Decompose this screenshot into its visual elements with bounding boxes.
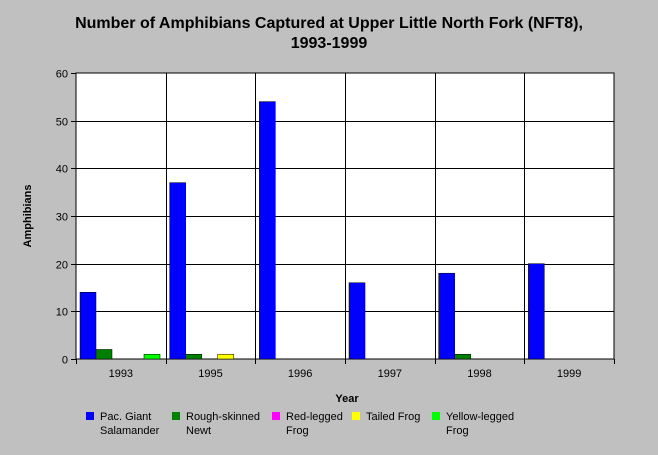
bar-pac-giant-salamander-1998 [438, 272, 455, 360]
x-tick-label: 1993 [109, 368, 133, 380]
legend-swatch [432, 412, 440, 420]
x-tick-label: 1997 [378, 368, 402, 380]
y-axis-label: Amphibians [22, 185, 34, 248]
y-tick-label: 60 [56, 69, 68, 81]
bar-pac-giant-salamander-1997 [348, 282, 366, 360]
bar-pac-giant-salamander-1996 [259, 101, 276, 360]
bar-pac-giant-salamander-1999 [528, 263, 545, 360]
legend-label-line1: Rough-skinned [186, 411, 260, 423]
x-tick-label: 1996 [288, 368, 312, 380]
legend-swatch [272, 412, 280, 420]
bar-rough-skinned-newt-1993 [95, 349, 113, 360]
legend-label-line1: Pac. Giant [100, 411, 152, 423]
bar-pac-giant-salamander-1995 [169, 182, 186, 360]
bar-yellow-legged-frog-1993 [143, 353, 161, 360]
chart-title: Number of Amphibians Captured at Upper L… [0, 14, 658, 54]
y-tick-label: 10 [56, 307, 68, 319]
bar-tailed-frog-1995 [217, 353, 234, 360]
legend-swatch [172, 412, 180, 420]
legend-label-line2: Frog [446, 425, 469, 437]
chart-title-line2: 1993-1999 [290, 35, 368, 52]
legend-label-line1: Yellow-legged [446, 411, 515, 423]
legend-label-line2: Frog [286, 425, 309, 437]
legend-label-line1: Red-legged [286, 411, 343, 423]
chart-legend: Pac. Giant Salamander Rough-skinned Newt… [86, 410, 646, 446]
bar-rough-skinned-newt-1998 [454, 353, 471, 360]
legend-swatch [352, 412, 360, 420]
y-tick-label: 50 [56, 117, 68, 129]
y-tick-label: 40 [56, 164, 68, 176]
legend-swatch [86, 412, 94, 420]
bar-pac-giant-salamander-1993 [79, 292, 97, 360]
bar-rough-skinned-newt-1995 [185, 353, 202, 360]
y-tick-label: 20 [56, 260, 68, 272]
y-tick-label: 30 [56, 212, 68, 224]
x-tick-label: 1995 [198, 368, 222, 380]
legend-label-line2: Salamander [100, 425, 160, 437]
chart-title-line1: Number of Amphibians Captured at Upper L… [75, 15, 583, 32]
y-tick-label: 0 [62, 355, 68, 367]
x-axis-label: Year [335, 393, 359, 405]
x-tick-label: 1999 [557, 368, 581, 380]
legend-label-line1: Tailed Frog [366, 411, 421, 423]
legend-label-line2: Newt [186, 425, 212, 437]
x-tick-label: 1998 [467, 368, 491, 380]
